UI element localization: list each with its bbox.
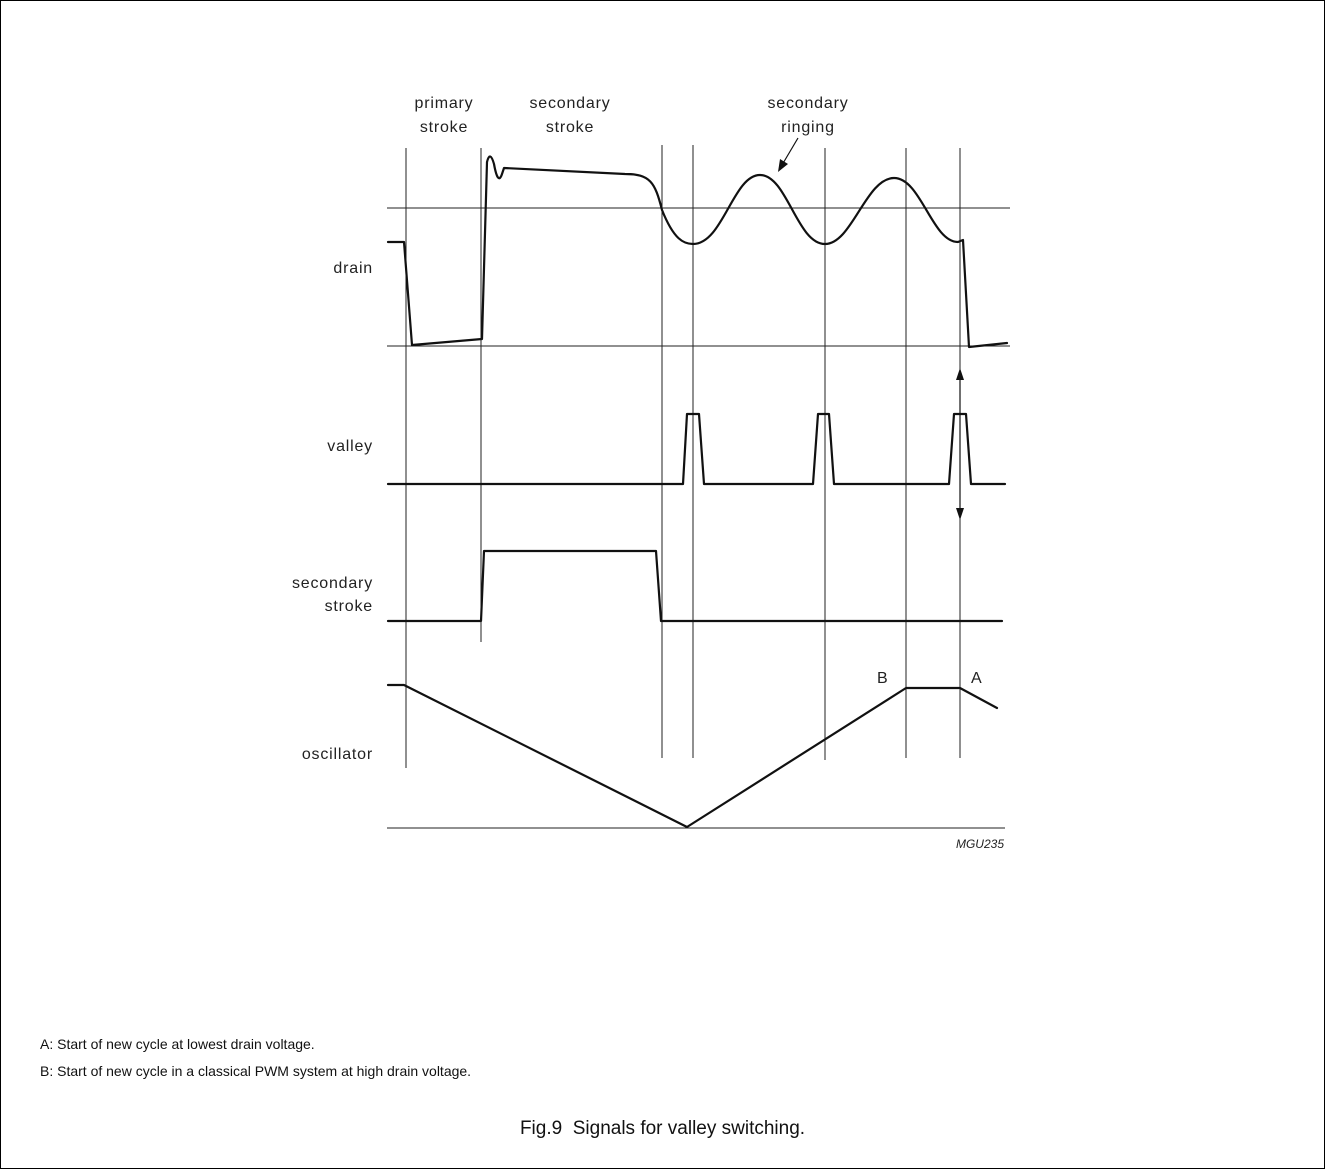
label-valley: valley xyxy=(327,438,373,455)
reference-lines xyxy=(387,207,1010,829)
label-secondary-stroke-line2: stroke xyxy=(546,119,594,136)
time-markers xyxy=(405,145,961,768)
waveforms xyxy=(386,155,1009,829)
arrow-up-head xyxy=(956,368,964,380)
valley-waveform xyxy=(386,412,1007,486)
label-drain: drain xyxy=(333,260,373,277)
arrow-heads xyxy=(778,159,964,520)
arrow-down-head xyxy=(956,508,964,520)
label-secondary-ringing-line2: ringing xyxy=(781,119,835,136)
oscillator-waveform xyxy=(386,683,999,829)
note-b: B: Start of new cycle in a classical PWM… xyxy=(40,1063,472,1079)
note-a: A: Start of new cycle at lowest drain vo… xyxy=(40,1036,315,1052)
drain-waveform xyxy=(386,155,1009,349)
figure-code: MGU235 xyxy=(956,837,1004,851)
annotation-arrows xyxy=(781,137,961,510)
figure-caption: Fig.9 Signals for valley switching. xyxy=(519,1118,806,1139)
label-secondary-stroke-signal-line1: secondary xyxy=(292,575,373,592)
label-oscillator: oscillator xyxy=(302,746,373,763)
marker-b: B xyxy=(877,670,888,687)
label-secondary-ringing-line1: secondary xyxy=(767,95,848,112)
marker-a: A xyxy=(971,670,982,687)
label-primary-stroke-line2: stroke xyxy=(420,119,468,136)
ringing-arrow-head xyxy=(778,159,788,172)
label-secondary-stroke-line1: secondary xyxy=(529,95,610,112)
ringing-pointer-arrow xyxy=(781,137,799,166)
label-secondary-stroke-signal-line2: stroke xyxy=(325,598,373,615)
secondary-stroke-waveform xyxy=(386,549,1004,623)
label-primary-stroke-line1: primary xyxy=(415,95,474,112)
